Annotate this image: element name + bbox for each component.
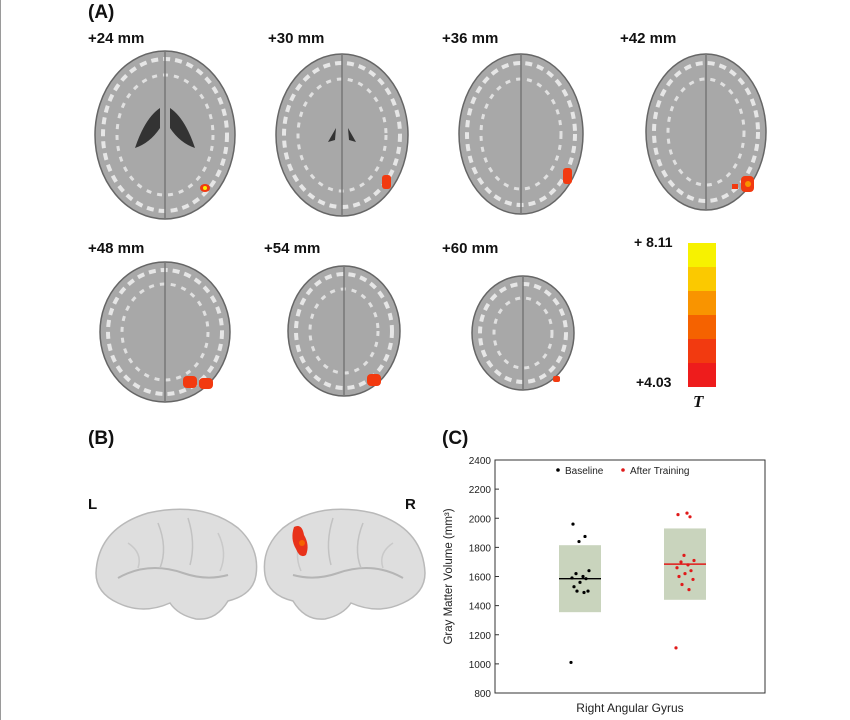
data-point-0-12	[583, 534, 587, 539]
data-point-0-11	[577, 539, 581, 544]
x-axis-label: Right Angular Gyrus	[576, 701, 683, 715]
slice-label-6: +54 mm	[264, 240, 321, 257]
y-tick-label-7: 2200	[469, 485, 492, 496]
data-point-1-10	[692, 558, 696, 563]
colorbar-max-label: + 8.11	[634, 234, 673, 250]
data-point-0-3	[586, 589, 590, 593]
y-tick-label-0: 800	[474, 689, 491, 700]
data-point-1-14	[685, 511, 689, 515]
data-point-1-9	[679, 560, 683, 564]
plot-frame	[494, 459, 766, 694]
axial-slice-36	[458, 53, 584, 215]
colorbar-step-5	[688, 339, 716, 363]
axial-slice-30	[275, 53, 409, 217]
colorbar-stat-label: T	[693, 392, 704, 411]
axial-slice-42	[645, 53, 767, 211]
data-point-1-0	[674, 646, 678, 650]
colorbar-step-2	[688, 267, 716, 291]
data-point-1-12	[688, 515, 692, 519]
slice-label-1: +24 mm	[88, 30, 145, 47]
data-point-1-7	[675, 566, 679, 570]
colorbar-step-6	[688, 363, 716, 387]
legend-label-0: Baseline	[565, 466, 604, 477]
right-hemisphere-surface	[263, 508, 426, 620]
panel-label-c: (C)	[442, 428, 469, 449]
axial-slice-54	[287, 265, 401, 397]
data-point-1-5	[683, 571, 687, 576]
colorbar-step-3	[688, 291, 716, 315]
data-point-1-2	[680, 582, 684, 587]
data-point-0-7	[570, 576, 574, 580]
data-point-1-1	[687, 588, 691, 592]
y-tick-label-4: 1600	[469, 573, 492, 584]
left-hemisphere-surface	[95, 508, 258, 620]
y-tick-label-2: 1200	[469, 631, 492, 642]
y-axis-label: Gray Matter Volume (mm³)	[443, 508, 455, 644]
data-point-0-10	[587, 569, 591, 573]
data-point-0-6	[584, 577, 588, 581]
data-point-0-8	[581, 574, 585, 579]
legend-marker-1	[621, 468, 625, 472]
axial-slice-24	[94, 50, 236, 220]
slice-label-5: +48 mm	[88, 240, 145, 257]
data-point-1-4	[677, 574, 681, 579]
hemisphere-right-label: R	[405, 496, 416, 513]
data-point-0-1	[582, 590, 586, 595]
data-point-1-13	[676, 513, 680, 517]
data-point-1-8	[686, 563, 690, 567]
hemisphere-left-label: L	[88, 496, 98, 513]
legend-marker-0	[556, 468, 560, 472]
data-point-0-9	[574, 571, 578, 576]
y-tick-label-5: 1800	[469, 543, 492, 554]
data-point-0-4	[572, 585, 576, 589]
data-point-0-13	[571, 522, 575, 526]
data-point-0-5	[578, 580, 582, 584]
legend-label-1: After Training	[630, 466, 689, 477]
y-tick-label-3: 1400	[469, 602, 492, 613]
gray-matter-chart: 800 1000 1200 1400 1600 1800 2000 2200 2400 Gray …	[443, 456, 766, 715]
data-point-0-2	[575, 589, 579, 593]
page-edge-line	[0, 0, 1, 720]
y-tick-label-8: 2400	[469, 456, 492, 467]
data-point-1-6	[689, 569, 693, 573]
data-point-0-0	[569, 660, 573, 665]
colorbar	[688, 243, 716, 387]
data-point-1-3	[691, 577, 695, 582]
slice-label-3: +36 mm	[442, 30, 499, 47]
slice-label-2: +30 mm	[268, 30, 325, 47]
panel-label-b: (B)	[88, 428, 115, 449]
panel-label-a: (A)	[88, 2, 115, 23]
y-tick-label-6: 2000	[469, 514, 492, 525]
colorbar-step-4	[688, 315, 716, 339]
y-tick-label-1: 1000	[469, 660, 492, 671]
slice-label-7: +60 mm	[442, 240, 499, 257]
data-point-1-11	[682, 553, 686, 557]
axial-slice-60	[471, 275, 575, 391]
slice-label-4: +42 mm	[620, 30, 677, 47]
colorbar-step-1	[688, 243, 716, 267]
colorbar-min-label: +4.03	[636, 374, 672, 390]
axial-slice-48	[99, 261, 231, 403]
